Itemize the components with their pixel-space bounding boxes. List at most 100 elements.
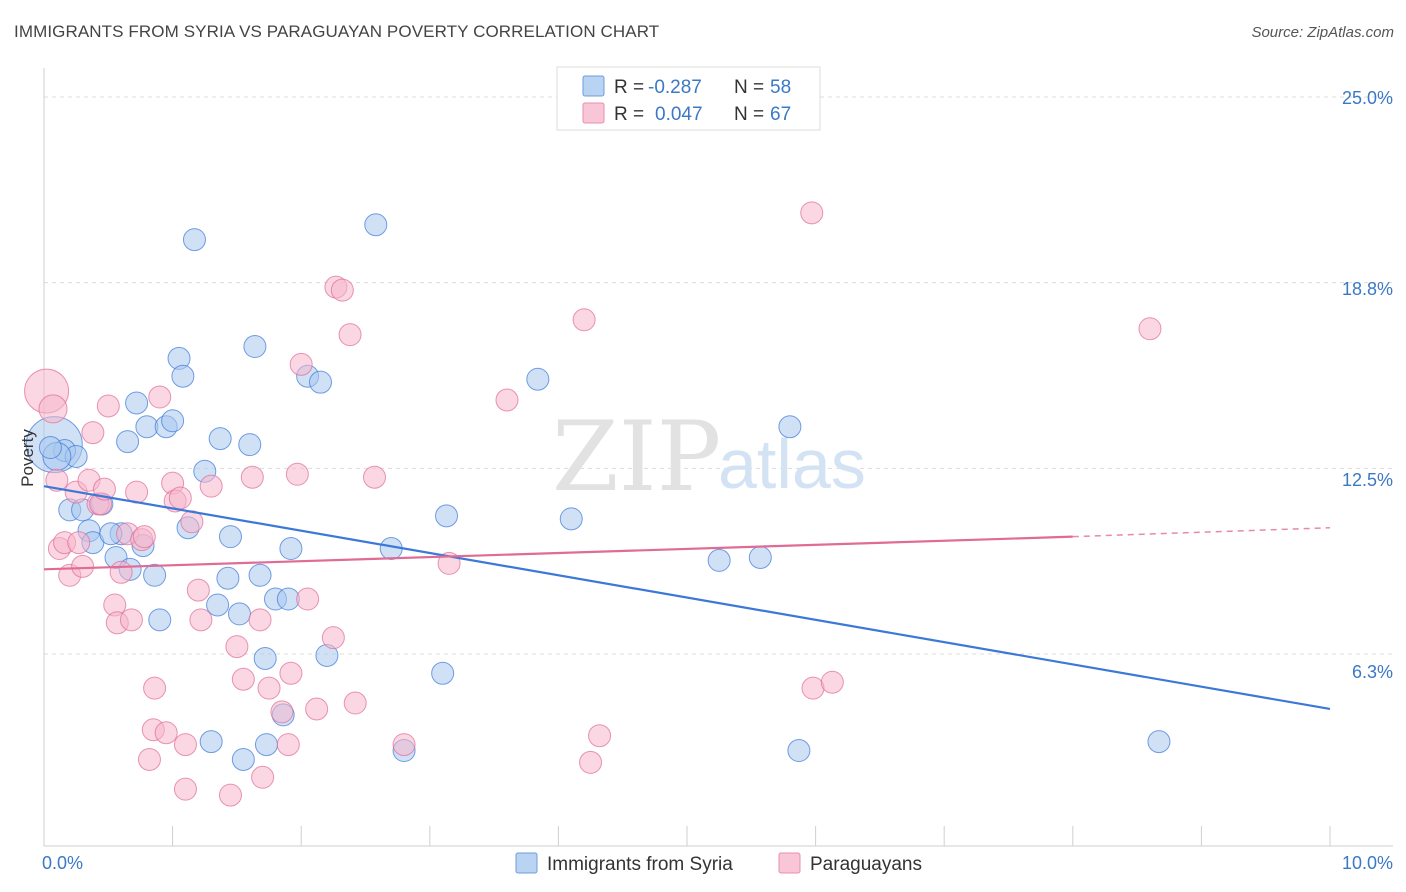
point-paraguayans	[279, 661, 303, 685]
point-syria	[238, 433, 262, 457]
point-paraguayans	[343, 691, 367, 715]
trend-lines	[43, 485, 1331, 711]
trend-line-syria	[43, 485, 1331, 711]
trend-line-paraguayans	[43, 535, 1073, 571]
point-syria	[1147, 730, 1171, 754]
point-paraguayans	[45, 468, 69, 492]
point-syria	[243, 335, 267, 359]
chart-source: Source: ZipAtlas.com	[1251, 24, 1394, 41]
point-paraguayans	[276, 733, 300, 757]
point-paraguayans	[392, 733, 416, 757]
point-syria	[38, 436, 62, 460]
y-tick-label-6-3: 6.3%	[1352, 662, 1393, 682]
point-syria	[135, 415, 159, 439]
y-tick-label-12-5: 12.5%	[1342, 470, 1393, 490]
point-paraguayans	[38, 394, 68, 424]
point-syria	[435, 504, 459, 528]
point-syria	[218, 525, 242, 549]
point-paraguayans	[71, 554, 95, 578]
point-paraguayans	[132, 525, 156, 549]
y-tick-label-18-8: 18.8%	[1342, 279, 1393, 299]
point-paraguayans	[495, 388, 519, 412]
point-paraguayans	[820, 670, 844, 694]
point-syria	[161, 409, 185, 433]
y-tick-labels: 25.0% 18.8% 12.5% 6.3%	[1342, 88, 1393, 682]
point-paraguayans	[199, 474, 223, 498]
point-paraguayans	[231, 667, 255, 691]
point-paraguayans	[67, 531, 91, 555]
y-tick-label-25: 25.0%	[1342, 88, 1393, 108]
legend-n-value-paraguayans: 67	[770, 104, 791, 125]
point-paraguayans	[305, 697, 329, 721]
legend-r-value-paraguayans: 0.047	[655, 104, 703, 125]
series-legend-swatch-paraguayans	[778, 852, 801, 874]
legend-swatch-paraguayans	[582, 102, 605, 124]
point-paraguayans	[96, 394, 120, 418]
watermark-zip: ZIP	[552, 401, 721, 513]
point-syria	[248, 563, 272, 587]
point-paraguayans	[248, 608, 272, 632]
point-paraguayans	[270, 700, 294, 724]
chart-title: IMMIGRANTS FROM SYRIA VS PARAGUAYAN POVE…	[14, 22, 660, 41]
point-syria	[199, 730, 223, 754]
legend-n-value-syria: 58	[770, 77, 791, 98]
point-paraguayans	[218, 783, 242, 807]
point-syria	[206, 593, 230, 617]
trend-line-extension-paraguayans	[1072, 526, 1331, 538]
point-syria	[526, 367, 550, 391]
point-syria	[171, 364, 195, 388]
point-paraguayans	[119, 608, 143, 632]
series-legend-swatch-syria	[515, 852, 538, 874]
x-tick-label-max: 10.0%	[1342, 853, 1393, 873]
point-paraguayans	[257, 676, 281, 700]
point-paraguayans	[173, 733, 197, 757]
series-legend-label-syria: Immigrants from Syria	[547, 854, 733, 875]
legend-swatch-syria	[582, 75, 605, 97]
point-syria	[143, 563, 167, 587]
point-syria	[125, 391, 149, 415]
point-paraguayans	[173, 777, 197, 801]
point-paraguayans	[289, 352, 313, 376]
point-syria	[148, 608, 172, 632]
point-paraguayans	[363, 465, 387, 489]
legend-n-label-syria: N =	[734, 77, 764, 98]
point-paraguayans	[801, 676, 825, 700]
watermark: ZIP atlas	[552, 401, 866, 513]
stats-legend: R = -0.287 N = 58 R = 0.047 N = 67	[556, 66, 821, 131]
point-paraguayans	[572, 308, 596, 332]
series-immigrants-from-syria	[25, 213, 1171, 771]
y-axis-title: Poverty	[18, 429, 37, 487]
point-paraguayans	[285, 462, 309, 486]
point-paraguayans	[168, 486, 192, 510]
point-paraguayans	[186, 578, 210, 602]
point-syria	[431, 661, 455, 685]
point-syria	[182, 228, 206, 252]
point-syria	[707, 548, 731, 572]
series-legend: Immigrants from Syria Paraguayans	[515, 852, 922, 875]
point-syria	[208, 427, 232, 451]
point-paraguayans	[154, 721, 178, 745]
point-syria	[559, 507, 583, 531]
point-syria	[279, 537, 303, 561]
legend-r-value-syria: -0.287	[648, 77, 702, 98]
point-paraguayans	[330, 278, 354, 302]
point-paraguayans	[1138, 317, 1162, 341]
point-paraguayans	[251, 765, 275, 789]
point-syria	[254, 733, 278, 757]
legend-r-label-syria: R =	[614, 77, 644, 98]
point-paraguayans	[137, 747, 161, 771]
x-tick-label-min: 0.0%	[42, 853, 83, 873]
point-paraguayans	[143, 676, 167, 700]
point-paraguayans	[81, 421, 105, 445]
point-paraguayans	[148, 385, 172, 409]
series-legend-label-paraguayans: Paraguayans	[810, 854, 922, 875]
point-paraguayans	[579, 750, 603, 774]
point-paraguayans	[588, 724, 612, 748]
point-syria	[787, 739, 811, 763]
legend-r-label-paraguayans: R =	[614, 104, 644, 125]
point-paraguayans	[109, 560, 133, 584]
x-tick-labels: 0.0% 10.0%	[42, 853, 1393, 873]
point-syria	[231, 747, 255, 771]
point-paraguayans	[240, 465, 264, 489]
